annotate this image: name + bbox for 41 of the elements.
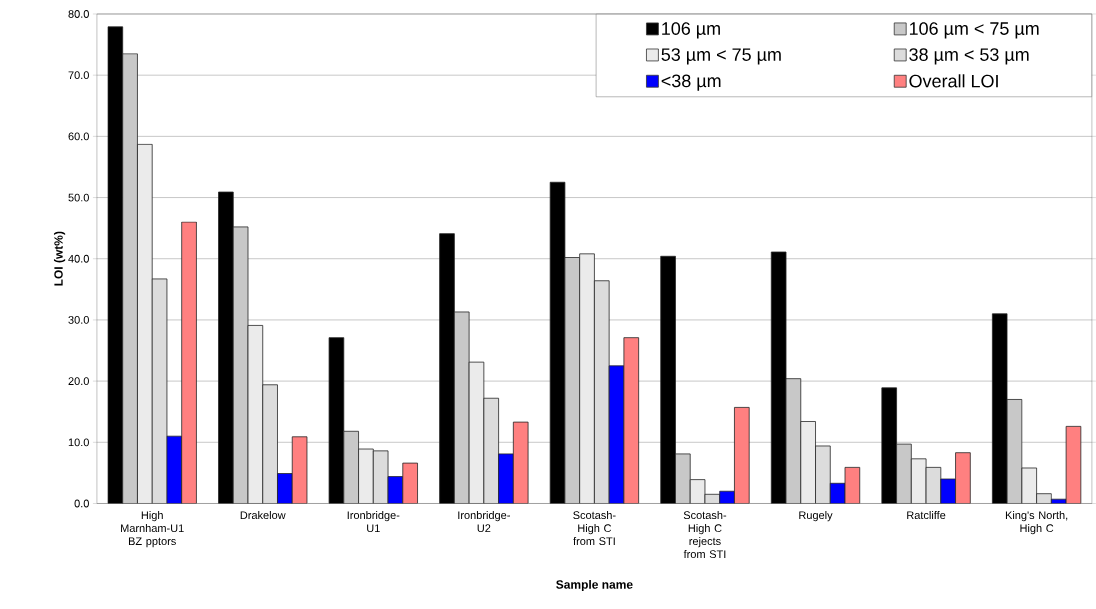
- bar: [815, 445, 831, 504]
- y-tick-label: 0.0: [74, 499, 89, 508]
- legend-label: <38 µm: [661, 74, 721, 91]
- y-tick-label: 20.0: [68, 377, 89, 385]
- x-tick-label: Drakelow: [240, 510, 286, 519]
- y-tick-label: 40.0: [68, 254, 89, 263]
- bar: [955, 452, 971, 504]
- y-tick-label: 10.0: [68, 438, 89, 446]
- legend-label: Overall LOI: [909, 74, 998, 88]
- bar: [734, 406, 750, 504]
- x-tick-label: Ratcliffe: [907, 510, 946, 519]
- x-tick-label: Scotash-High C rejects from STI: [683, 510, 727, 558]
- legend-label: 106 µm: [662, 21, 720, 39]
- bar: [896, 443, 912, 504]
- bar: [262, 384, 278, 504]
- x-tick-label: High Marnham-U1 BZ pptors: [121, 510, 184, 548]
- y-tick-label: 80.0: [68, 9, 89, 18]
- bar: [579, 253, 595, 504]
- x-tick-label: Scotash-High C from STI: [573, 510, 616, 545]
- bar: [402, 462, 418, 504]
- bar: [137, 143, 153, 504]
- y-tick-label: 70.0: [68, 71, 89, 79]
- y-tick-label: 30.0: [68, 315, 89, 324]
- bar: [800, 420, 816, 504]
- x-tick-label: King's North, High C: [1005, 510, 1068, 535]
- x-axis-title: Sample name: [556, 579, 633, 591]
- y-axis-title: LOI (wt%): [53, 231, 66, 286]
- bar: [122, 53, 138, 504]
- legend-label: 38 µm < 53 µm: [909, 48, 1029, 65]
- y-tick-label: 50.0: [68, 193, 89, 202]
- bar: [181, 221, 197, 504]
- x-tick-label: Ironbridge-U1: [347, 510, 400, 532]
- x-tick-label: Ironbridge-U2: [458, 510, 510, 532]
- legend-label: 53 µm < 75 µm: [661, 48, 781, 65]
- legend-label: 106 µm < 75 µm: [909, 21, 1039, 39]
- bar: [675, 453, 691, 504]
- y-tick-label: 60.0: [68, 132, 89, 141]
- x-tick-label: Rugely: [799, 510, 833, 522]
- bar: [343, 430, 359, 504]
- bar: [358, 448, 374, 504]
- bar: [594, 280, 610, 504]
